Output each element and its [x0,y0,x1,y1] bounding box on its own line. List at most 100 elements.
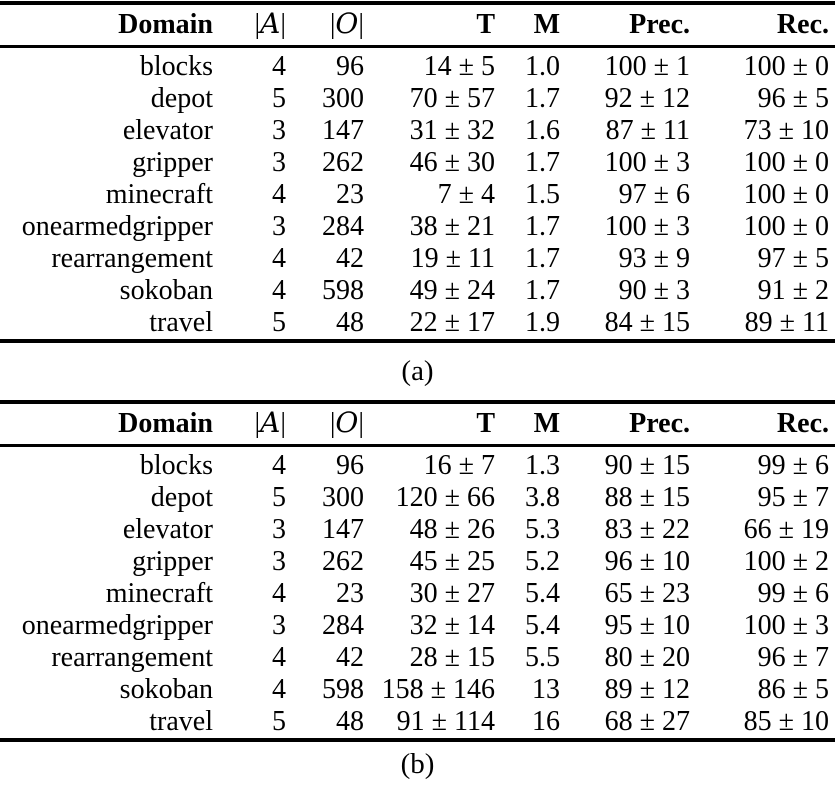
cell-m: 1.6 [525,115,560,146]
cell-object-count: 598 [322,674,364,705]
bar-glyph: | [254,408,261,439]
table-row: sokoban 4 598 158 ± 146 13 89 ± 12 86 ± … [0,674,835,706]
cell-rec: 99 ± 6 [757,578,829,609]
cell-domain: sokoban [119,275,213,306]
column-header-prec: Prec. [560,402,690,447]
cell-object-count: 96 [336,51,364,82]
cell-domain: depot [150,83,213,114]
cell-object-count: 48 [336,307,364,338]
cell-action-count: 5 [272,307,286,338]
cell-t: 70 ± 57 [409,83,495,114]
subtable-a-section: Domain |A| |O| T M Prec. Rec. blocks 4 9… [0,1,835,399]
cell-action-count: 3 [272,546,286,577]
cell-t: 30 ± 27 [409,578,495,609]
cell-m: 1.7 [525,211,560,242]
cell-t: 31 ± 32 [409,115,495,146]
cell-domain: travel [149,307,213,338]
cell-action-count: 4 [272,243,286,274]
table-row: blocks 4 96 16 ± 7 1.3 90 ± 15 99 ± 6 [0,446,835,483]
cell-rec: 100 ± 0 [743,51,829,82]
cell-m: 1.7 [525,275,560,306]
cell-object-count: 284 [322,211,364,242]
cell-action-count: 3 [272,514,286,545]
cell-m: 1.7 [525,243,560,274]
bar-glyph: | [329,9,336,40]
cell-object-count: 48 [336,706,364,737]
bar-glyph: | [358,408,364,439]
cell-prec: 90 ± 15 [604,450,690,481]
cell-prec: 88 ± 15 [604,482,690,513]
table-row: onearmedgripper 3 284 38 ± 21 1.7 100 ± … [0,211,835,243]
cell-domain: depot [150,482,213,513]
bar-glyph: | [329,408,336,439]
cell-rec: 95 ± 7 [757,482,829,513]
results-table-b: Domain |A| |O| T M Prec. Rec. blocks 4 9… [0,400,835,742]
mathcal-O: O [335,7,359,40]
cell-domain: blocks [139,51,213,82]
column-header-t: T [364,3,495,48]
cell-object-count: 42 [336,642,364,673]
cell-domain: minecraft [105,179,213,210]
cell-t: 14 ± 5 [423,51,495,82]
table-row: depot 5 300 70 ± 57 1.7 92 ± 12 96 ± 5 [0,83,835,115]
cell-object-count: 598 [322,275,364,306]
cell-domain: sokoban [119,674,213,705]
cell-prec: 100 ± 3 [604,147,690,178]
cell-action-count: 4 [272,642,286,673]
table-row: depot 5 300 120 ± 66 3.8 88 ± 15 95 ± 7 [0,482,835,514]
cell-t: 28 ± 15 [409,642,495,673]
column-header-m: M [495,3,560,48]
cell-action-count: 5 [272,706,286,737]
cell-m: 1.7 [525,147,560,178]
cell-rec: 100 ± 2 [743,546,829,577]
table-row: elevator 3 147 31 ± 32 1.6 87 ± 11 73 ± … [0,115,835,147]
cell-domain: blocks [139,450,213,481]
cell-m: 1.5 [525,179,560,210]
cell-action-count: 3 [272,610,286,641]
cell-domain: elevator [122,514,213,545]
cell-t: 38 ± 21 [409,211,495,242]
column-header-prec: Prec. [560,3,690,48]
cell-prec: 96 ± 10 [604,546,690,577]
cell-prec: 84 ± 15 [604,307,690,338]
bar-glyph: | [280,408,286,439]
cell-m: 5.4 [525,610,560,641]
cell-object-count: 23 [336,578,364,609]
table-row: rearrangement 4 42 19 ± 11 1.7 93 ± 9 97… [0,243,835,275]
column-header-object-count: |O| [286,402,364,447]
cell-object-count: 262 [322,147,364,178]
cell-object-count: 96 [336,450,364,481]
cell-domain: onearmedgripper [21,211,213,242]
cell-t: 46 ± 30 [409,147,495,178]
cell-rec: 100 ± 0 [743,147,829,178]
cell-domain: gripper [132,147,213,178]
cell-prec: 93 ± 9 [618,243,690,274]
cell-prec: 68 ± 27 [604,706,690,737]
mathcal-A: A [260,406,281,439]
table-row: elevator 3 147 48 ± 26 5.3 83 ± 22 66 ± … [0,514,835,546]
cell-t: 120 ± 66 [395,482,495,513]
cell-m: 5.3 [525,514,560,545]
column-header-m: M [495,402,560,447]
cell-domain: rearrangement [51,642,213,673]
cell-domain: gripper [132,546,213,577]
cell-domain: onearmedgripper [21,610,213,641]
cell-t: 32 ± 14 [409,610,495,641]
cell-t: 91 ± 114 [396,706,495,737]
cell-prec: 87 ± 11 [605,115,690,146]
subtable-caption-b: (b) [400,747,435,780]
mathcal-A: A [260,7,281,40]
cell-rec: 89 ± 11 [744,307,829,338]
cell-m: 1.9 [525,307,560,338]
cell-m: 5.4 [525,578,560,609]
cell-prec: 97 ± 6 [618,179,690,210]
table-row: minecraft 4 23 30 ± 27 5.4 65 ± 23 99 ± … [0,578,835,610]
cell-m: 3.8 [525,482,560,513]
cell-action-count: 4 [272,179,286,210]
cell-action-count: 5 [272,482,286,513]
table-row: onearmedgripper 3 284 32 ± 14 5.4 95 ± 1… [0,610,835,642]
cell-m: 1.3 [525,450,560,481]
cell-prec: 90 ± 3 [618,275,690,306]
column-header-rec: Rec. [690,3,835,48]
cell-prec: 92 ± 12 [604,83,690,114]
